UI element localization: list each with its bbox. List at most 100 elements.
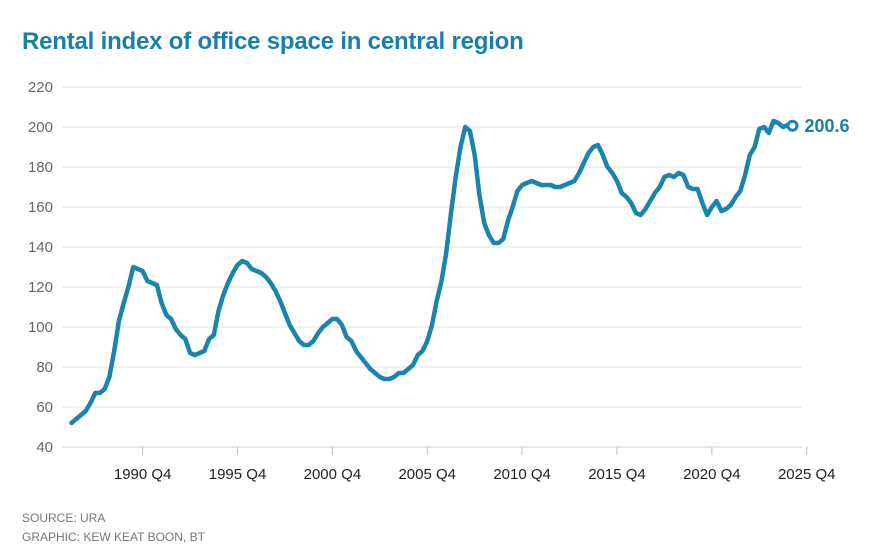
data-point	[639, 213, 643, 217]
data-point	[131, 265, 135, 269]
data-point	[392, 375, 396, 379]
data-point	[563, 183, 567, 187]
data-point	[84, 409, 88, 413]
y-tick-label: 180	[28, 159, 53, 176]
data-point	[577, 171, 581, 175]
data-point	[696, 187, 700, 191]
data-point	[387, 377, 391, 381]
data-point	[255, 269, 259, 273]
data-point	[74, 417, 78, 421]
data-point	[724, 207, 728, 211]
data-point	[264, 275, 268, 279]
data-point	[150, 281, 154, 285]
data-point	[762, 125, 766, 129]
data-point	[212, 333, 216, 337]
data-point	[411, 363, 415, 367]
data-point	[321, 325, 325, 329]
data-point	[553, 185, 557, 189]
x-axis-ticks: 1990 Q4 1995 Q4 2000 Q4 2005 Q4 2010 Q4 2015 …	[114, 447, 836, 483]
data-point	[89, 401, 93, 405]
data-point	[79, 413, 83, 417]
data-point	[572, 179, 576, 183]
data-point	[70, 421, 74, 425]
data-point	[468, 129, 472, 133]
y-tick-label: 60	[36, 399, 53, 416]
data-point	[169, 317, 173, 321]
data-point	[307, 343, 311, 347]
data-point	[164, 313, 168, 317]
data-point	[316, 331, 320, 335]
data-point	[700, 201, 704, 205]
data-point	[662, 175, 666, 179]
data-point	[440, 279, 444, 283]
y-tick-label: 160	[28, 199, 53, 216]
data-point	[667, 173, 671, 177]
data-point	[501, 237, 505, 241]
data-point	[454, 175, 458, 179]
x-tick-label: 2010 Q4	[493, 466, 551, 483]
data-point	[715, 199, 719, 203]
data-point	[463, 125, 467, 129]
data-point	[340, 323, 344, 327]
x-tick-label: 2025 Q4	[778, 466, 836, 483]
data-point	[292, 331, 296, 335]
data-point	[335, 317, 339, 321]
data-point	[122, 301, 126, 305]
data-point	[383, 377, 387, 381]
data-point	[259, 271, 263, 275]
data-point	[520, 183, 524, 187]
data-point	[511, 205, 515, 209]
data-point	[748, 153, 752, 157]
data-point	[743, 173, 747, 177]
data-point	[278, 299, 282, 303]
data-point	[425, 339, 429, 343]
data-point	[288, 323, 292, 327]
data-point	[430, 323, 434, 327]
data-point	[117, 319, 121, 323]
data-point	[558, 185, 562, 189]
data-point	[753, 145, 757, 149]
data-point	[539, 183, 543, 187]
y-axis-ticks: 40 60 80 100 120 140 160 180 200 220	[28, 79, 53, 456]
data-point	[606, 165, 610, 169]
data-point	[283, 311, 287, 315]
data-point	[653, 191, 657, 195]
data-point	[126, 285, 130, 289]
data-point	[226, 281, 230, 285]
data-point	[644, 207, 648, 211]
data-point	[596, 143, 600, 147]
y-tick-label: 100	[28, 319, 53, 336]
data-point	[549, 183, 553, 187]
data-point	[311, 339, 315, 343]
data-point	[269, 281, 273, 285]
data-point	[525, 181, 529, 185]
data-point	[634, 211, 638, 215]
data-point	[473, 153, 477, 157]
data-point	[582, 161, 586, 165]
y-tick-label: 140	[28, 239, 53, 256]
graphic-credit: GRAPHIC: KEW KEAT BOON, BT	[22, 530, 205, 544]
data-point	[487, 233, 491, 237]
data-point	[534, 181, 538, 185]
data-point	[103, 387, 107, 391]
data-point	[174, 327, 178, 331]
data-point	[93, 391, 97, 395]
data-point	[496, 241, 500, 245]
last-value-marker	[786, 119, 799, 132]
data-point	[672, 175, 676, 179]
data-point	[444, 251, 448, 255]
data-point	[477, 193, 481, 197]
data-point	[240, 259, 244, 263]
x-tick-label: 1990 Q4	[114, 466, 172, 483]
data-point	[354, 349, 358, 353]
data-point	[373, 371, 377, 375]
data-point	[188, 351, 192, 355]
data-point	[492, 241, 496, 245]
data-point	[591, 145, 595, 149]
data-point	[625, 195, 629, 199]
data-point	[198, 351, 202, 355]
data-point	[686, 185, 690, 189]
x-tick-label: 2000 Q4	[304, 466, 362, 483]
x-tick-label: 2020 Q4	[683, 466, 741, 483]
data-point	[772, 119, 776, 123]
